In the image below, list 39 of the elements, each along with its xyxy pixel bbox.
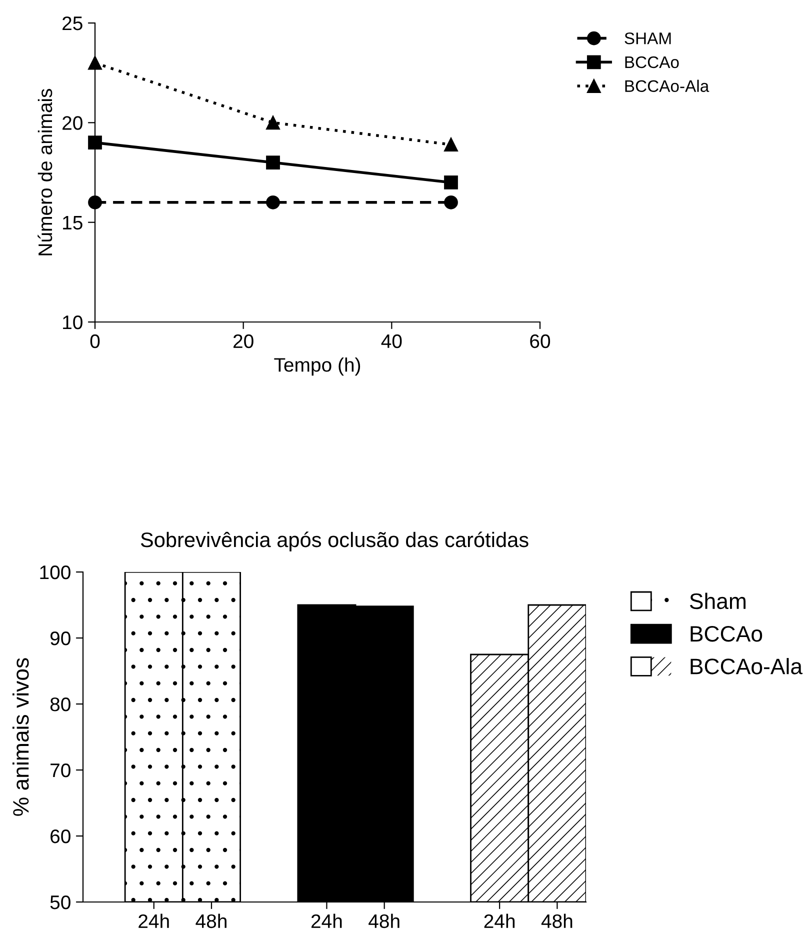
point <box>88 56 102 70</box>
x-tick-label: 48h <box>368 914 400 928</box>
point <box>444 195 458 210</box>
y-tick-label: 15 <box>63 216 82 230</box>
y-tick-label: 100 <box>40 565 70 580</box>
point <box>266 156 280 170</box>
point <box>444 176 458 190</box>
legend-label: SHAM <box>624 32 671 44</box>
y-tick-label: 25 <box>62 16 82 30</box>
y-tick-label: 20 <box>62 116 82 130</box>
point <box>266 116 280 130</box>
legend-label: BCCAo <box>625 56 679 68</box>
x-tick-label: 40 <box>381 334 402 348</box>
chart-title: Sobrevivência após oclusão das carótidas <box>140 532 528 552</box>
y-tick-label: 60 <box>50 829 70 844</box>
x-tick-label: 0 <box>90 334 100 348</box>
x-tick-label: 20 <box>234 334 254 348</box>
y-tick-label: 10 <box>63 315 82 330</box>
x-tick-label: 24h <box>311 914 342 928</box>
legend-label: BCCAo-Ala <box>625 80 710 92</box>
x-tick-label: 24h <box>138 914 169 928</box>
point <box>88 136 102 150</box>
y-axis-title: % animais vivos <box>12 658 29 816</box>
x-axis-title: Tempo (h) <box>274 357 360 376</box>
y-tick-label: 90 <box>50 631 70 646</box>
x-tick-label: 60 <box>530 334 550 348</box>
x-tick-label: 24h <box>484 914 515 928</box>
x-tick-label: 48h <box>541 914 572 928</box>
y-tick-label: 80 <box>50 697 70 712</box>
legend-label: Sham <box>690 592 746 610</box>
x-tick-label: 48h <box>196 914 226 928</box>
legend-label: BCCAo-Ala <box>690 658 803 674</box>
y-tick-label: 50 <box>50 895 70 910</box>
point <box>444 138 458 152</box>
point <box>266 195 280 210</box>
point <box>88 195 102 210</box>
y-axis-title: Número de animais <box>38 88 52 256</box>
y-tick-label: 70 <box>50 763 70 778</box>
legend-label: BCCAo <box>690 626 762 642</box>
